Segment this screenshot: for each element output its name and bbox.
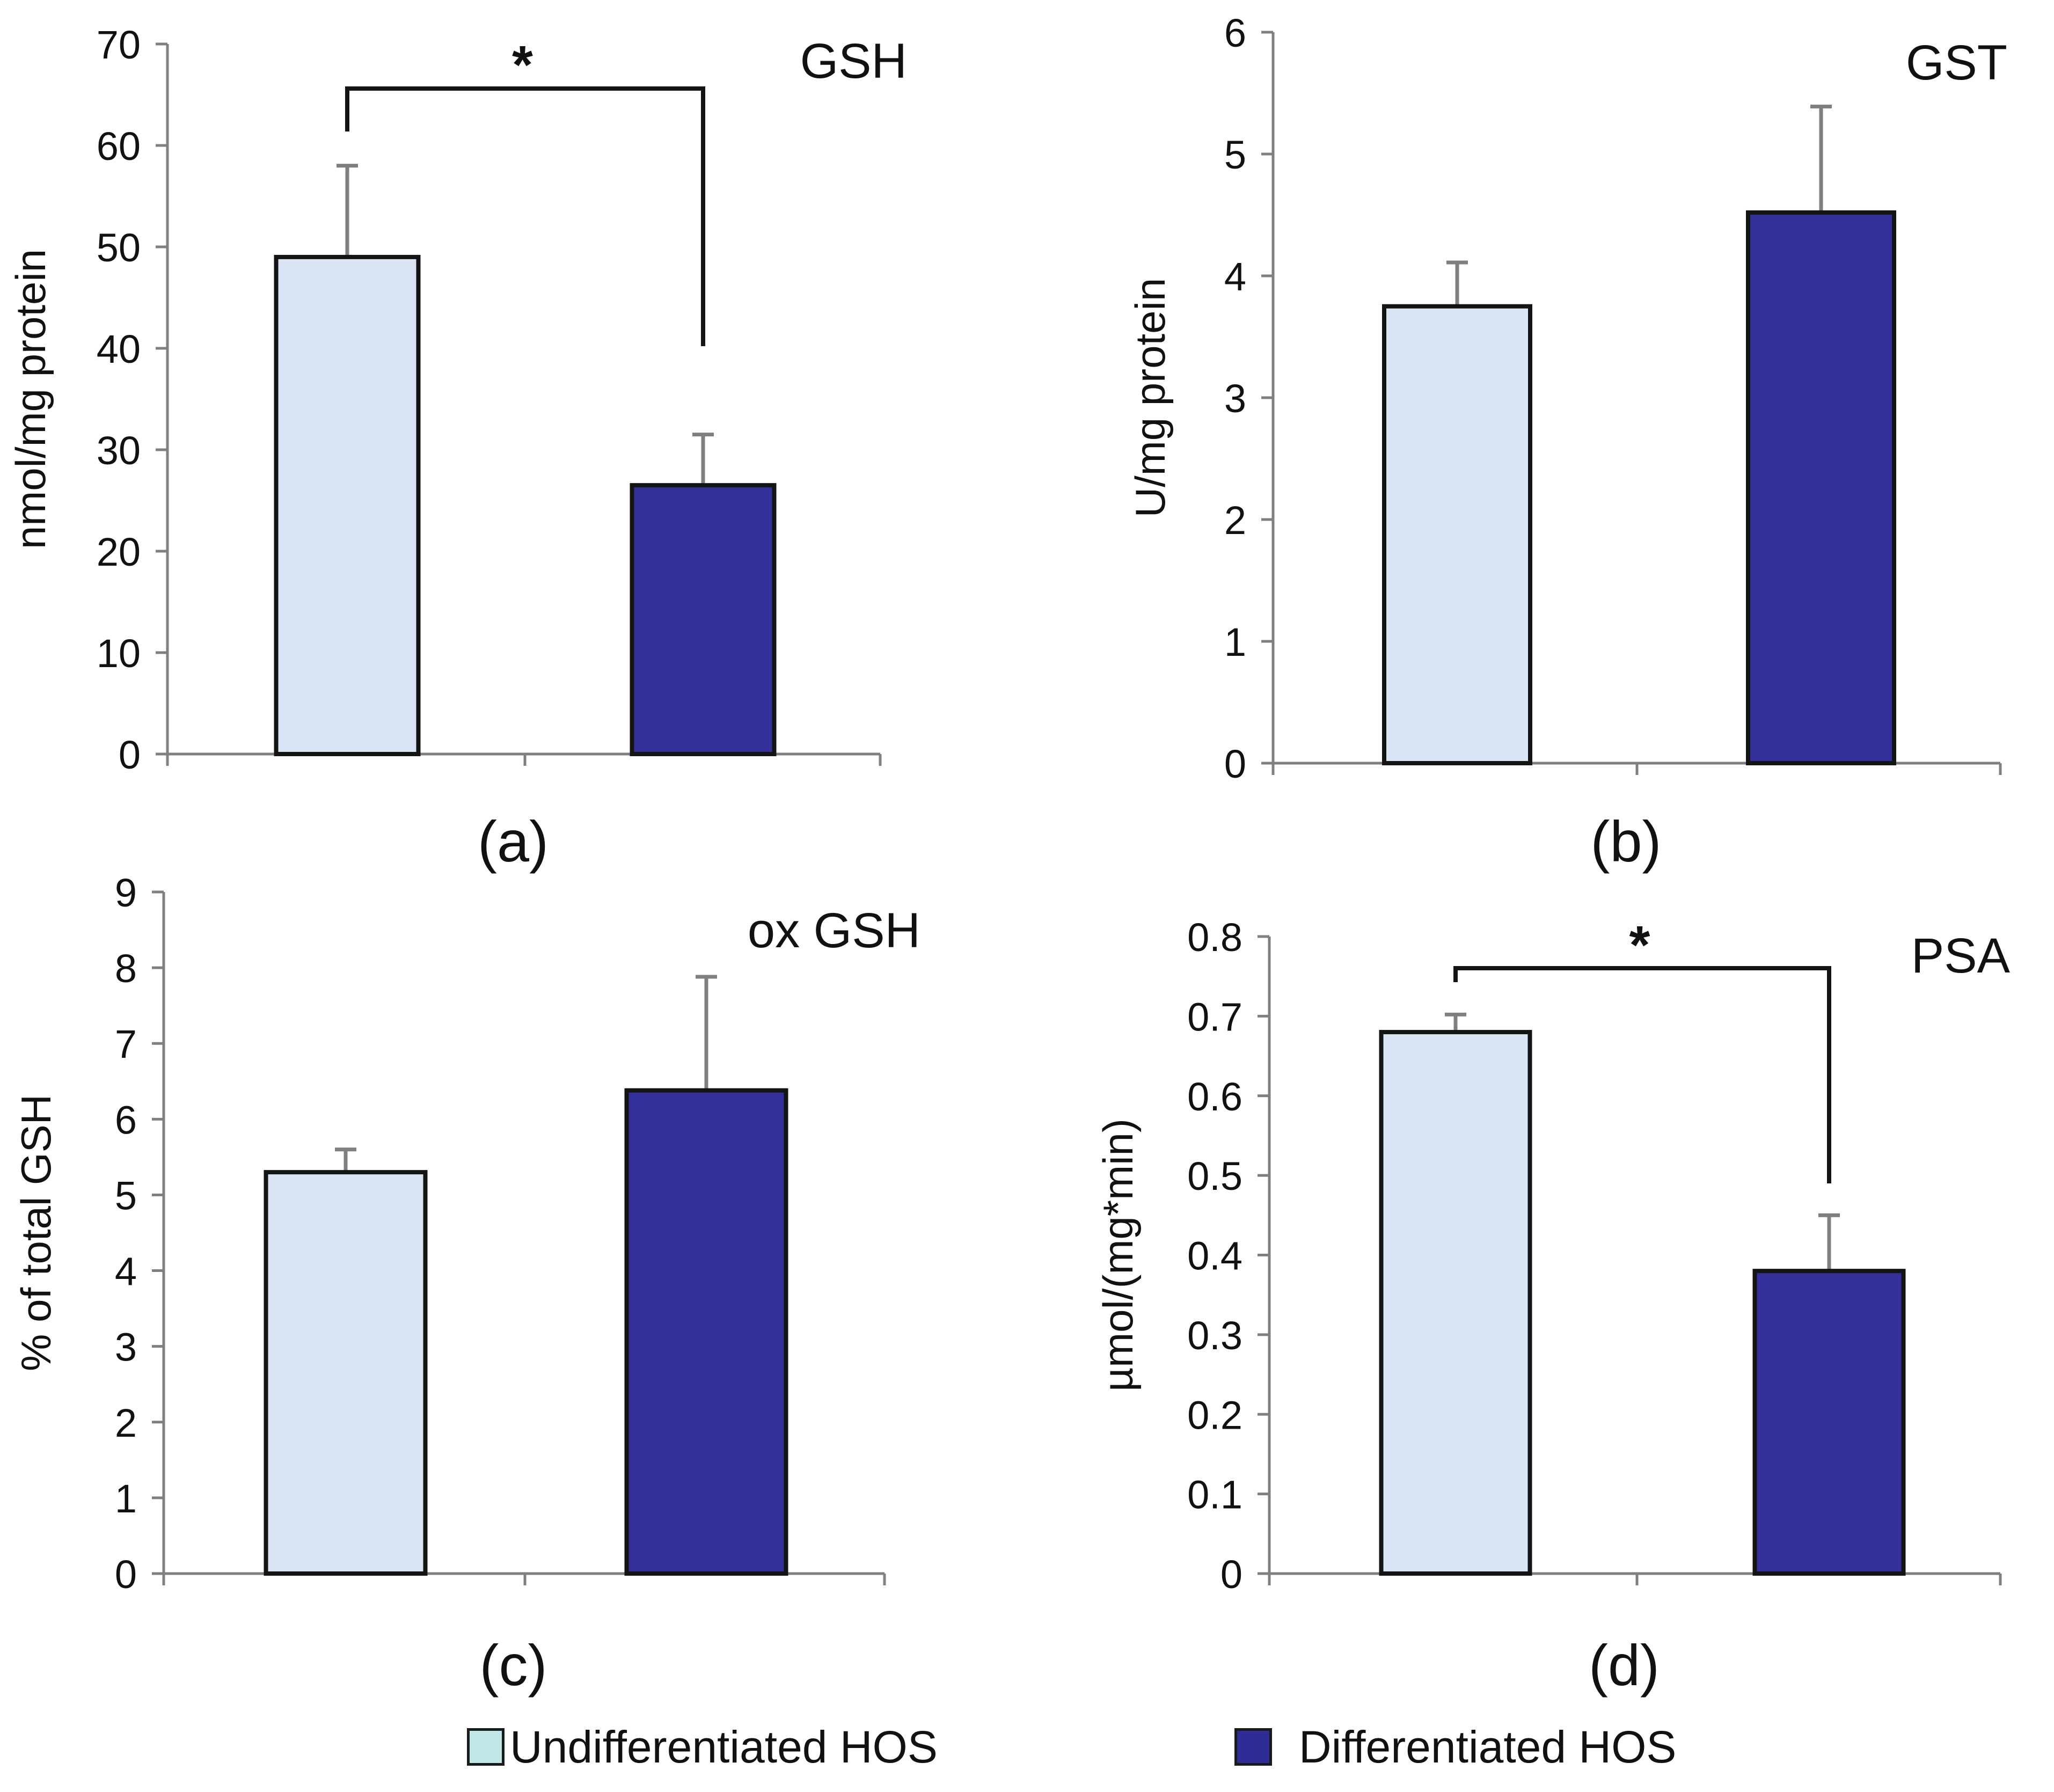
y-tick-label-b-1: 1 — [1224, 620, 1246, 664]
y-tick-label-c-9: 9 — [115, 871, 137, 915]
y-tick-label-d-8: 0.8 — [1187, 915, 1242, 960]
y-tick-label-d-3: 0.3 — [1187, 1313, 1242, 1358]
panel-label-d: (d) — [1589, 1633, 1660, 1698]
y-tick-label-d-2: 0.2 — [1187, 1393, 1242, 1437]
bar-a-0 — [274, 254, 421, 756]
y-tick-label-d-5: 0.5 — [1187, 1154, 1242, 1198]
bar-c-0 — [264, 1170, 428, 1576]
y-tick-label-a-3: 30 — [97, 428, 141, 473]
y-tick-label-a-5: 50 — [97, 225, 141, 270]
chart-title-a: GSH — [800, 34, 907, 89]
y-tick-label-a-6: 60 — [97, 124, 141, 169]
y-tick-label-b-2: 2 — [1224, 498, 1246, 543]
significance-bracket-d — [1453, 966, 1831, 1183]
legend-label-differentiated: Differentiated HOS — [1299, 1721, 1677, 1772]
y-tick-label-d-4: 0.4 — [1187, 1234, 1242, 1278]
y-tick-label-b-4: 4 — [1224, 254, 1246, 299]
y-tick-label-c-2: 2 — [115, 1401, 137, 1445]
y-tick-label-a-0: 0 — [119, 733, 141, 777]
chart-panel-d: 0 0.1 0.2 0.3 0.4 0.5 0.6 0.7 0.8 µmol/(mg*min) PS… — [1094, 915, 2011, 1698]
y-axis-label-b: U/mg protein — [1127, 278, 1174, 518]
y-tick-label-a-2: 20 — [97, 530, 141, 574]
y-tick-label-d-0: 0 — [1220, 1552, 1242, 1597]
y-tick-label-d-7: 0.7 — [1187, 994, 1242, 1039]
bar-c-1 — [624, 1088, 788, 1576]
y-axis-label-d: µmol/(mg*min) — [1094, 1118, 1142, 1392]
chart-title-b: GST — [1906, 35, 2007, 90]
y-tick-label-d-1: 0.1 — [1187, 1473, 1242, 1517]
chart-title-c: ox GSH — [748, 903, 920, 958]
y-tick-label-c-1: 1 — [115, 1476, 137, 1521]
bar-d-0 — [1379, 1030, 1532, 1576]
chart-title-d: PSA — [1911, 928, 2011, 983]
y-tick-label-d-6: 0.6 — [1187, 1074, 1242, 1119]
y-tick-label-c-0: 0 — [115, 1552, 137, 1597]
panel-label-a: (a) — [478, 809, 549, 874]
legend-label-undifferentiated: Undifferentiated HOS — [510, 1721, 938, 1772]
y-axis-label-a: nmol/mg protein — [7, 249, 54, 549]
y-tick-label-c-6: 6 — [115, 1098, 137, 1142]
panel-label-b: (b) — [1591, 809, 1662, 874]
bar-d-1 — [1752, 1269, 1906, 1576]
y-tick-label-c-8: 8 — [115, 946, 137, 991]
y-tick-label-a-7: 70 — [97, 23, 141, 67]
bar-b-1 — [1746, 210, 1896, 766]
y-tick-label-c-4: 4 — [115, 1249, 137, 1294]
bar-b-0 — [1382, 304, 1532, 765]
panel-label-c: (c) — [480, 1633, 547, 1698]
y-tick-label-c-5: 5 — [115, 1173, 137, 1218]
significance-marker-a: * — [512, 35, 533, 95]
y-tick-label-a-4: 40 — [97, 327, 141, 371]
y-tick-label-c-7: 7 — [115, 1022, 137, 1066]
y-tick-label-b-0: 0 — [1224, 742, 1246, 786]
legend-item-undifferentiated: Undifferentiated HOS — [467, 1720, 938, 1774]
chart-panel-b: 0 1 2 3 4 5 6 U/mg protein GST (b) — [1127, 11, 2007, 874]
y-tick-label-b-3: 3 — [1224, 376, 1246, 421]
chart-panel-a: 0 10 20 30 40 50 60 70 nmol/mg protein GSH (a) * — [7, 23, 907, 874]
significance-bracket-a — [345, 86, 705, 346]
y-tick-label-c-3: 3 — [115, 1325, 137, 1370]
significance-marker-d: * — [1629, 915, 1650, 975]
legend-swatch-differentiated — [1234, 1728, 1272, 1766]
y-axis-label-c: % of total GSH — [12, 1094, 60, 1371]
y-tick-label-b-5: 5 — [1224, 133, 1246, 177]
y-tick-label-a-1: 10 — [97, 631, 141, 676]
bar-a-1 — [630, 483, 777, 757]
chart-panel-c: 0 1 2 3 4 5 6 7 8 9 % of total GSH ox GSH (c) — [12, 871, 920, 1698]
legend-item-differentiated: Differentiated HOS — [1234, 1720, 1676, 1774]
y-tick-label-b-6: 6 — [1224, 11, 1246, 55]
legend-swatch-undifferentiated — [467, 1728, 505, 1766]
